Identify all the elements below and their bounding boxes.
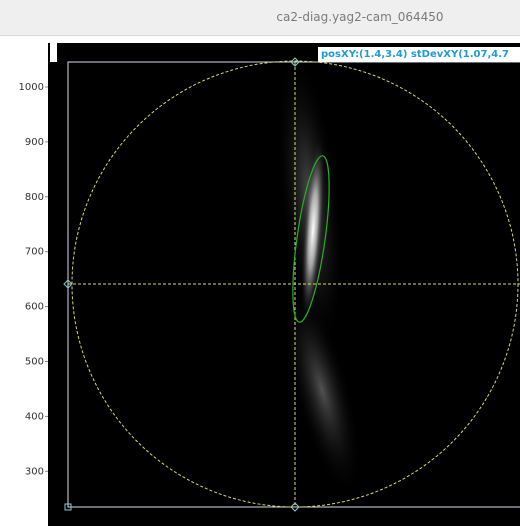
y-tick-label: 600	[25, 302, 44, 313]
stats-overlay: posXY:(1.4,3.4) stDevXY(1.07,4.7	[318, 47, 520, 62]
image-view: 1000 900 800 700 600 500 400 300	[0, 0, 520, 526]
y-tick-label: 1000	[19, 82, 44, 93]
page: ca2-diag.yag2-cam_064450 100090080070060…	[0, 0, 520, 526]
y-tick-label: 800	[25, 192, 44, 203]
image-corner	[50, 43, 57, 62]
y-tick-label: 700	[25, 247, 44, 258]
y-tick-label: 400	[25, 411, 44, 422]
y-tick-label: 300	[25, 466, 44, 477]
y-tick-label: 900	[25, 137, 44, 148]
y-tick-label: 500	[25, 357, 44, 368]
